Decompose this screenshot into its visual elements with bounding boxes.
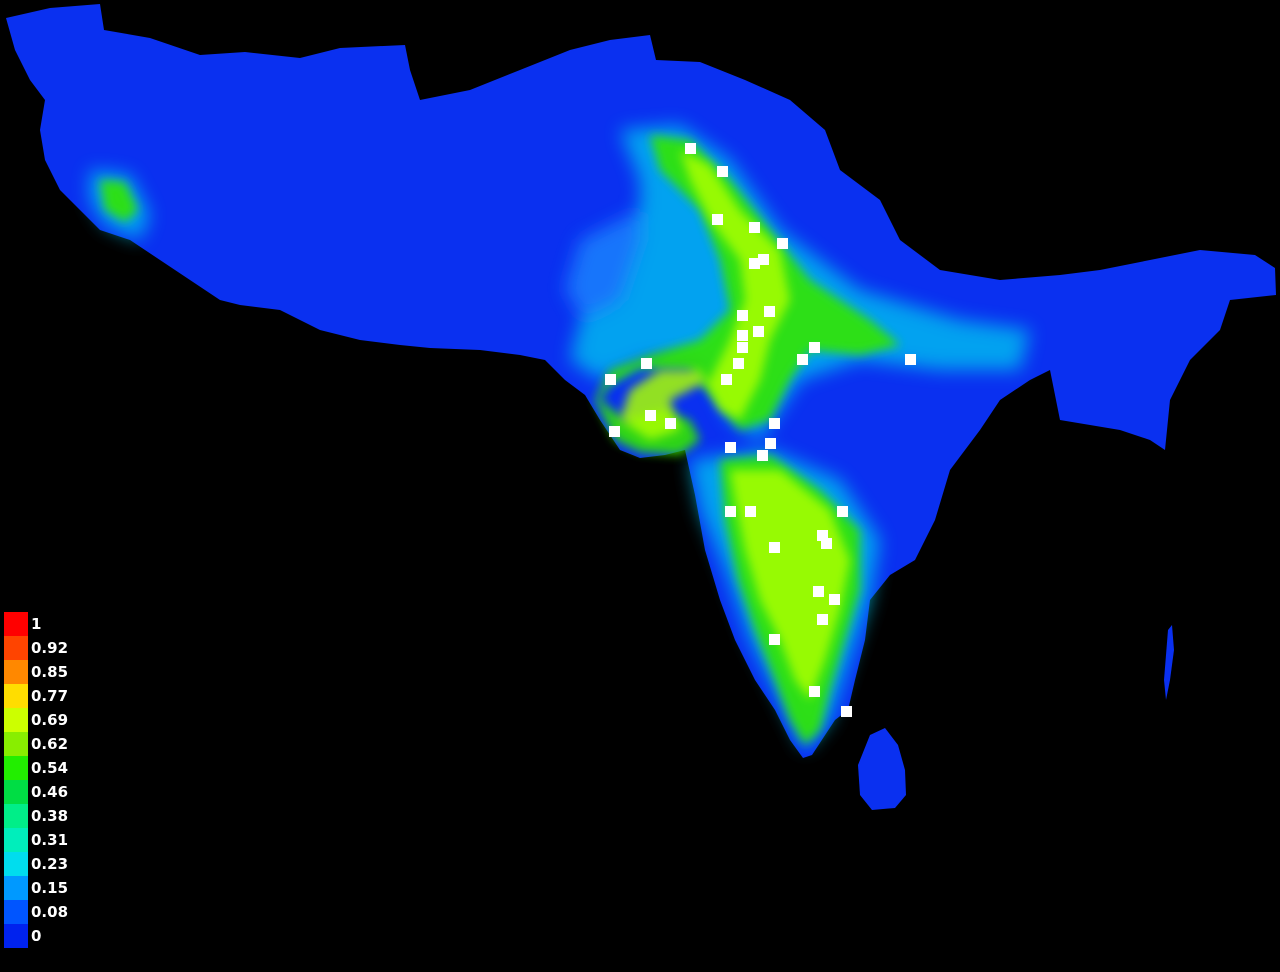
legend-row: 0.77 bbox=[4, 684, 68, 708]
legend-swatch bbox=[4, 756, 28, 780]
legend-row: 0.31 bbox=[4, 828, 68, 852]
legend-label: 1 bbox=[31, 615, 42, 633]
occurrence-marker bbox=[769, 634, 780, 645]
occurrence-marker bbox=[641, 358, 652, 369]
occurrence-marker bbox=[737, 310, 748, 321]
legend-row: 0.46 bbox=[4, 780, 68, 804]
occurrence-marker bbox=[769, 418, 780, 429]
legend-label: 0.62 bbox=[31, 735, 69, 753]
mainland-region bbox=[6, 4, 1276, 758]
legend-swatch bbox=[4, 852, 28, 876]
occurrence-marker bbox=[777, 238, 788, 249]
occurrence-marker bbox=[749, 222, 760, 233]
occurrence-marker bbox=[837, 506, 848, 517]
occurrence-markers bbox=[605, 143, 916, 717]
legend-label: 0.15 bbox=[31, 879, 69, 897]
occurrence-marker bbox=[665, 418, 676, 429]
legend-swatch bbox=[4, 684, 28, 708]
occurrence-marker bbox=[821, 538, 832, 549]
legend-swatch bbox=[4, 660, 28, 684]
occurrence-marker bbox=[737, 330, 748, 341]
occurrence-marker bbox=[753, 326, 764, 337]
occurrence-marker bbox=[717, 166, 728, 177]
occurrence-marker bbox=[841, 706, 852, 717]
legend-label: 0.85 bbox=[31, 663, 69, 681]
legend-label: 0.77 bbox=[31, 687, 69, 705]
occurrence-marker bbox=[721, 374, 732, 385]
legend-label: 0.23 bbox=[31, 855, 69, 873]
legend-row: 0.92 bbox=[4, 636, 68, 660]
legend-swatch bbox=[4, 828, 28, 852]
legend-swatch bbox=[4, 708, 28, 732]
occurrence-marker bbox=[905, 354, 916, 365]
occurrence-marker bbox=[809, 686, 820, 697]
occurrence-marker bbox=[764, 306, 775, 317]
legend-label: 0.92 bbox=[31, 639, 69, 657]
occurrence-marker bbox=[745, 506, 756, 517]
legend-row: 0.23 bbox=[4, 852, 68, 876]
occurrence-marker bbox=[712, 214, 723, 225]
occurrence-marker bbox=[645, 410, 656, 421]
legend-swatch bbox=[4, 780, 28, 804]
eastern-islands bbox=[1164, 625, 1174, 700]
legend-label: 0.31 bbox=[31, 831, 69, 849]
legend-swatch bbox=[4, 876, 28, 900]
occurrence-marker bbox=[605, 374, 616, 385]
legend-row: 0 bbox=[4, 924, 68, 948]
occurrence-marker bbox=[725, 506, 736, 517]
legend-swatch bbox=[4, 924, 28, 948]
legend-row: 0.62 bbox=[4, 732, 68, 756]
suitability-gradient bbox=[90, 125, 1030, 750]
legend-row: 0.38 bbox=[4, 804, 68, 828]
legend-swatch bbox=[4, 612, 28, 636]
occurrence-marker bbox=[769, 542, 780, 553]
occurrence-marker bbox=[817, 614, 828, 625]
occurrence-marker bbox=[757, 450, 768, 461]
legend-label: 0.08 bbox=[31, 903, 69, 921]
sri-lanka-island bbox=[858, 728, 906, 810]
legend-label: 0.54 bbox=[31, 759, 69, 777]
legend-swatch bbox=[4, 900, 28, 924]
occurrence-marker bbox=[609, 426, 620, 437]
legend-swatch bbox=[4, 732, 28, 756]
occurrence-marker bbox=[725, 442, 736, 453]
occurrence-marker bbox=[829, 594, 840, 605]
occurrence-marker bbox=[797, 354, 808, 365]
legend-label: 0.69 bbox=[31, 711, 69, 729]
occurrence-marker bbox=[817, 530, 828, 541]
occurrence-marker bbox=[758, 254, 769, 265]
legend-row: 0.15 bbox=[4, 876, 68, 900]
occurrence-marker bbox=[765, 438, 776, 449]
occurrence-marker bbox=[813, 586, 824, 597]
landmass-base bbox=[6, 4, 1276, 810]
legend-row: 0.85 bbox=[4, 660, 68, 684]
legend-row: 0.08 bbox=[4, 900, 68, 924]
legend-row: 0.54 bbox=[4, 756, 68, 780]
legend-swatch bbox=[4, 636, 28, 660]
legend-label: 0 bbox=[31, 927, 42, 945]
legend-row: 0.69 bbox=[4, 708, 68, 732]
occurrence-marker bbox=[737, 342, 748, 353]
legend-row: 1 bbox=[4, 612, 68, 636]
legend-label: 0.46 bbox=[31, 783, 69, 801]
occurrence-marker bbox=[749, 258, 760, 269]
legend-swatch bbox=[4, 804, 28, 828]
occurrence-marker bbox=[809, 342, 820, 353]
color-legend: 1 0.92 0.85 0.77 0.69 0.62 0.54 0.46 0.38 0.31 0.2… bbox=[4, 612, 68, 948]
occurrence-marker bbox=[685, 143, 696, 154]
occurrence-marker bbox=[733, 358, 744, 369]
legend-label: 0.38 bbox=[31, 807, 69, 825]
